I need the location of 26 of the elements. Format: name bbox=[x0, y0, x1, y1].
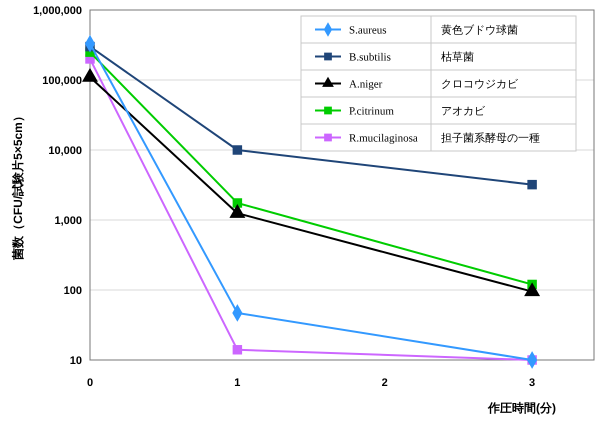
x-tick-label: 3 bbox=[529, 377, 536, 389]
y-tick-label: 10 bbox=[70, 354, 82, 367]
annotation: 枯草菌 bbox=[441, 50, 474, 64]
y-tick-label: 10,000 bbox=[48, 144, 82, 157]
legend-label: B.subtilis bbox=[349, 51, 391, 64]
x-tick-label: 0 bbox=[86, 377, 94, 389]
annotation: 黄色ブドウ球菌 bbox=[441, 23, 518, 36]
legend-label: P.citrinum bbox=[349, 105, 394, 118]
point bbox=[232, 198, 242, 208]
annotation: アオカビ bbox=[441, 105, 486, 118]
y-tick-label: 1,000,000 bbox=[33, 4, 82, 17]
y-tick-label: 100,000 bbox=[42, 74, 82, 87]
point bbox=[232, 145, 242, 155]
legend-label: R.mucilaginosa bbox=[349, 132, 418, 144]
y-axis-title: 菌数（CFU/試験片5×5cm） bbox=[11, 110, 25, 261]
legend-label: S.aureus bbox=[349, 24, 387, 36]
x-tick-label: 2 bbox=[382, 377, 388, 389]
y-tick-label: 1,000 bbox=[54, 214, 82, 227]
legend-label: A.niger bbox=[349, 78, 383, 90]
y-tick-label: 100 bbox=[64, 284, 82, 297]
annotation: クロコウジカビ bbox=[441, 78, 519, 90]
point bbox=[527, 180, 537, 190]
x-axis-title: 作圧時間(分) bbox=[487, 401, 556, 415]
x-tick-label: 1 bbox=[234, 377, 240, 389]
point bbox=[232, 345, 242, 355]
annotation: 担子菌系酵母の一種 bbox=[441, 131, 540, 144]
